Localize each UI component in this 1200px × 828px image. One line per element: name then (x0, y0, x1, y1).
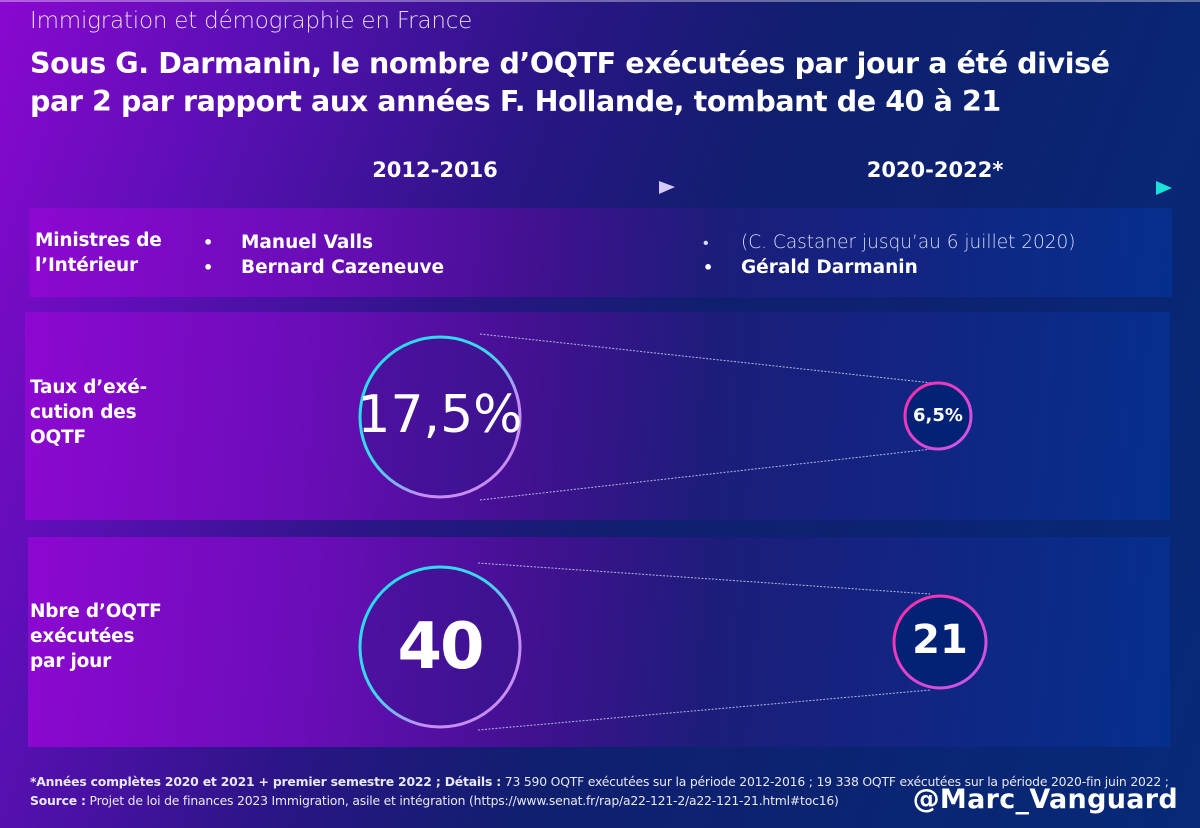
period-label-2012-2016: 2012-2016 (372, 158, 498, 182)
bullet: • (703, 258, 714, 277)
ministers-label-line-2: l’Intérieur (35, 255, 138, 276)
label-line: cution des (30, 402, 137, 423)
minister-item: • Gérald Darmanin (703, 253, 918, 283)
minister-name: (C. Castaner jusqu’au 6 juillet 2020) (741, 232, 1076, 253)
footnote-details-label: *Années complètes 2020 et 2021 + premier… (30, 774, 502, 789)
minister-item: • Manuel Valls (203, 228, 373, 258)
ministers-label: Ministres de l’Intérieur (35, 228, 162, 278)
value-daily-count-2012-2016: 40 (397, 610, 484, 684)
arrowhead-icon (1156, 181, 1172, 195)
footnote-source-label: Source : (30, 793, 86, 808)
footnote-source: Source : Projet de loi de finances 2023 … (30, 791, 1169, 810)
footnote-source-text: Projet de loi de finances 2023 Immigrati… (85, 793, 839, 808)
value-execution-rate-2020-2022: 6,5% (913, 405, 963, 426)
arrowhead-icon (659, 181, 675, 194)
label-line: Nbre d’OQTF (30, 601, 162, 622)
connector-line-bottom (479, 448, 933, 501)
ministers-panel: Ministres de l’Intérieur • Manuel Valls •… (29, 208, 1172, 297)
minister-name: Gérald Darmanin (741, 257, 918, 278)
circle-2020-2022-daily-count (892, 594, 988, 690)
minister-item: • Bernard Cazeneuve (203, 253, 444, 283)
minister-name: Bernard Cazeneuve (241, 257, 445, 278)
minister-name: Manuel Valls (241, 232, 374, 253)
footnote-details: *Années complètes 2020 et 2021 + premier… (30, 772, 1169, 791)
bullet: • (203, 233, 214, 252)
value-daily-count-2020-2022: 21 (912, 617, 968, 663)
minister-item: • (C. Castaner jusqu’au 6 juillet 2020) (703, 228, 1076, 258)
connector-line-top (477, 562, 931, 595)
footnote: *Années complètes 2020 et 2021 + premier… (30, 772, 1169, 810)
value-execution-rate-2012-2016: 17,5% (357, 385, 523, 445)
headline-line-2: par 2 par rapport aux années F. Hollande… (30, 85, 1001, 118)
circle-2012-2016-daily-count (358, 565, 522, 729)
execution-rate-panel: Taux d’exé- cution des OQTF (25, 312, 1170, 520)
circle-2020-2022-execution-rate (903, 381, 973, 451)
label-line: par jour (30, 651, 112, 672)
footnote-details-text: 73 590 OQTF exécutées sur la période 201… (501, 774, 1169, 789)
bullet: • (703, 233, 709, 252)
label-line: Taux d’exé- (30, 377, 148, 398)
connector-line-top (479, 333, 933, 384)
period-label-2020-2022: 2020-2022* (866, 158, 1004, 182)
circle-2012-2016-execution-rate (358, 335, 522, 499)
top-border (0, 0, 1200, 2)
label-line: OQTF (30, 427, 86, 448)
headline: Sous G. Darmanin, le nombre d’OQTF exécu… (30, 45, 1190, 121)
author-handle: @Marc_Vanguard (912, 784, 1178, 815)
label-line: exécutées (30, 626, 135, 647)
ministers-label-line-1: Ministres de (35, 230, 162, 251)
connector-line-bottom (477, 689, 931, 731)
daily-count-label: Nbre d’OQTF exécutées par jour (30, 599, 162, 674)
headline-line-1: Sous G. Darmanin, le nombre d’OQTF exécu… (30, 47, 1110, 80)
execution-rate-label: Taux d’exé- cution des OQTF (30, 375, 147, 450)
series-subtitle: Immigration et démographie en France (30, 8, 473, 34)
bullet: • (203, 258, 214, 277)
